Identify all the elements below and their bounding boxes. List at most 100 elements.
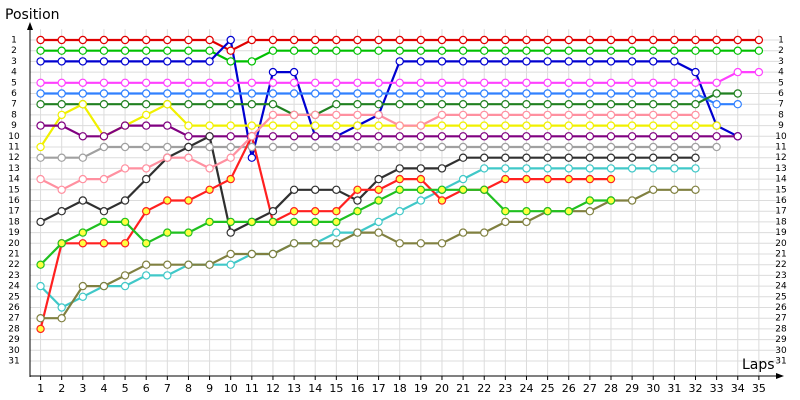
x-tick-label: 28 <box>604 382 618 395</box>
series-marker <box>247 132 257 141</box>
series-marker <box>480 164 489 173</box>
series-marker <box>691 46 700 55</box>
series-marker <box>606 110 616 120</box>
x-tick-label: 32 <box>688 382 702 395</box>
series-marker <box>691 89 700 98</box>
series-marker <box>416 132 426 141</box>
series-marker <box>353 185 362 194</box>
y-tick-label: 27 <box>8 314 19 324</box>
series-marker <box>627 121 637 130</box>
series-marker <box>606 174 616 184</box>
series-marker <box>437 196 447 205</box>
series-marker <box>353 132 362 141</box>
series-marker <box>57 153 66 162</box>
series-marker <box>36 153 45 162</box>
series-marker <box>649 35 658 45</box>
series-marker <box>437 35 447 45</box>
series-marker <box>141 57 151 66</box>
series-marker <box>205 99 214 109</box>
series-line <box>39 188 611 266</box>
series-marker <box>437 132 447 141</box>
series-marker <box>416 174 426 184</box>
series-marker <box>522 46 531 55</box>
series-marker <box>374 185 383 194</box>
series-marker <box>501 174 510 184</box>
series-marker <box>670 132 679 141</box>
series-marker <box>99 142 109 152</box>
x-tick-label: 27 <box>583 382 597 395</box>
series-marker <box>733 46 742 55</box>
y-tick-label-right: 9 <box>778 121 784 131</box>
series-marker <box>733 35 742 45</box>
series-marker <box>543 174 552 184</box>
series-marker <box>416 78 426 88</box>
y-tick-label: 11 <box>8 143 19 153</box>
series-marker <box>627 196 637 205</box>
y-tick-label-right: 18 <box>775 217 787 227</box>
series-marker <box>120 99 130 109</box>
series-marker <box>564 35 573 45</box>
series-marker <box>627 46 637 55</box>
series-marker <box>311 185 320 194</box>
y-tick-label: 5 <box>11 78 17 88</box>
series-marker <box>268 67 278 77</box>
series-marker <box>437 46 447 55</box>
series-marker <box>480 35 489 45</box>
series-marker <box>141 239 151 248</box>
x-tick-label: 21 <box>456 382 470 395</box>
series-marker <box>226 217 235 227</box>
y-tick-label: 29 <box>8 335 20 345</box>
y-tick-label: 30 <box>8 346 20 356</box>
y-tick-label-right: 1 <box>778 36 784 46</box>
series-marker <box>57 185 66 194</box>
series-marker <box>543 89 552 98</box>
series-marker <box>205 185 214 194</box>
y-tick-label: 26 <box>8 303 20 313</box>
series-marker <box>606 164 616 173</box>
series-marker <box>627 99 637 109</box>
series-marker <box>416 185 426 194</box>
series-marker <box>458 35 468 45</box>
series-marker <box>78 281 88 291</box>
y-tick-label-right: 14 <box>775 175 787 185</box>
series-marker <box>522 164 531 173</box>
series-marker <box>268 89 278 98</box>
series-marker <box>670 78 679 88</box>
series-marker <box>163 260 172 269</box>
series-marker <box>36 142 45 152</box>
series-marker <box>670 57 679 66</box>
series-marker <box>120 142 130 152</box>
series-marker <box>184 196 193 205</box>
x-tick-label: 11 <box>245 382 259 395</box>
series-marker <box>543 132 552 141</box>
series-marker <box>649 153 658 162</box>
series-marker <box>163 196 172 205</box>
series-marker <box>501 142 510 152</box>
series-marker <box>437 99 447 109</box>
series-marker <box>564 142 573 152</box>
series-marker <box>395 206 404 216</box>
series-marker <box>332 89 341 98</box>
series-marker <box>268 121 278 130</box>
series-marker <box>691 185 700 194</box>
series-marker <box>268 132 278 141</box>
series-marker <box>585 78 595 88</box>
x-tick-label: 10 <box>224 382 238 395</box>
series-marker <box>395 174 404 184</box>
y-tick-label-right: 5 <box>778 78 784 88</box>
series-marker <box>606 121 616 130</box>
y-axis-label: Position <box>5 7 60 23</box>
series-marker <box>564 164 573 173</box>
x-tick-label: 1 <box>37 382 44 395</box>
series-marker <box>691 35 700 45</box>
series-marker <box>226 57 235 66</box>
series-marker <box>289 132 299 141</box>
series-marker <box>163 57 172 66</box>
series-marker <box>585 57 595 66</box>
series-marker <box>501 78 510 88</box>
y-tick-label: 10 <box>8 132 20 142</box>
series-marker <box>57 110 66 120</box>
series-marker <box>374 228 383 237</box>
series-line <box>40 124 738 138</box>
y-tick-label-right: 10 <box>775 132 787 142</box>
